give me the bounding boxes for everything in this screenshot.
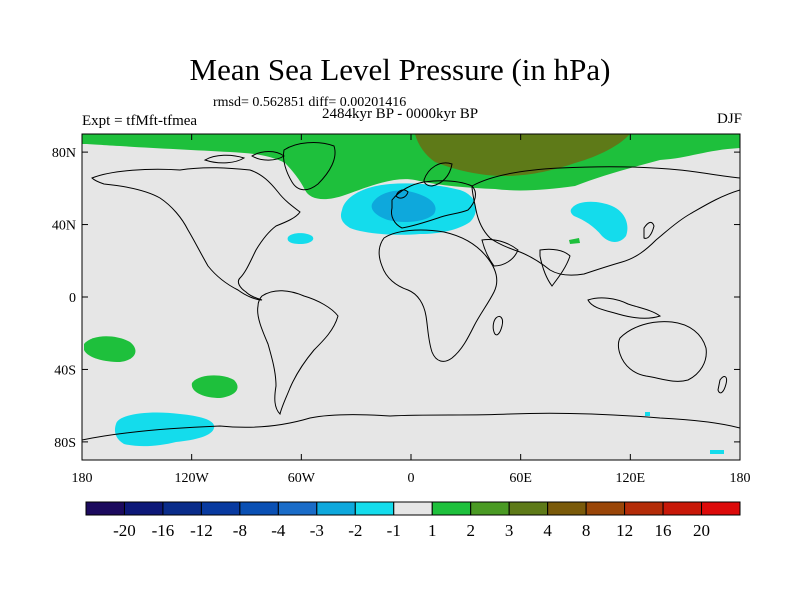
x-tick-label: 120W	[175, 471, 210, 486]
colorbar-swatch	[508, 501, 549, 516]
coast-indonesia	[587, 297, 662, 319]
coast-africa	[378, 229, 498, 362]
colorbar-label: 1	[428, 521, 437, 540]
colorbar-label: -8	[233, 521, 247, 540]
colorbar-label: 16	[655, 521, 672, 540]
coast-arabia	[481, 239, 519, 267]
x-axis: 180 120W 60W 0 60E 120E 180	[72, 134, 751, 486]
negative-anomaly-atlantic	[287, 233, 314, 244]
colorbar-label: 2	[466, 521, 475, 540]
coast-asia	[471, 166, 740, 276]
colorbar-swatch	[239, 501, 279, 516]
colorbar-label: -1	[387, 521, 401, 540]
x-tick-label: 0	[408, 471, 415, 486]
colorbar-swatch	[123, 501, 164, 516]
colorbar-swatch	[701, 501, 741, 516]
coast-scandinavia	[395, 162, 453, 199]
colorbar-swatch	[85, 501, 125, 516]
y-tick-label: 40N	[52, 219, 76, 234]
colorbar-label: 4	[543, 521, 552, 540]
map-title: Mean Sea Level Pressure (in hPa)	[189, 52, 611, 87]
colorbar: -20 -16 -12 -8 -4 -3 -2 -1 1 2 3 4 8 12 16 20	[85, 501, 741, 540]
colorbar-swatch	[547, 501, 587, 516]
colorbar-label: -20	[113, 521, 136, 540]
period-text: 2484kyr BP - 0000kyr BP	[321, 106, 479, 122]
coast-south-america	[257, 290, 339, 415]
colorbar-swatch	[316, 501, 356, 516]
colorbar-swatch	[162, 501, 202, 516]
colorbar-label: -4	[271, 521, 286, 540]
y-tick-label: 40S	[54, 363, 76, 378]
stats-text: rmsd= 0.562851 diff= 0.00201416	[213, 95, 407, 110]
colorbar-label: 20	[693, 521, 710, 540]
positive-anomaly-spacific-west	[84, 336, 136, 362]
y-tick-label: 80N	[52, 146, 76, 161]
y-tick-label: 0	[69, 291, 76, 306]
y-tick-label: 80S	[54, 436, 76, 451]
negative-anomaly-europe-core	[371, 190, 436, 222]
x-tick-label: 180	[72, 471, 93, 486]
x-tick-label: 60E	[509, 471, 532, 486]
negative-anomaly-asia	[570, 201, 628, 242]
coast-canada-islands	[203, 151, 285, 164]
negative-anomaly-small-1	[645, 412, 650, 416]
colorbar-label: -2	[348, 521, 362, 540]
experiment-label: Expt = tfMft-tfmea	[82, 113, 198, 129]
anomaly-fill-layer	[82, 134, 740, 454]
colorbar-label: 8	[582, 521, 591, 540]
map-background	[82, 134, 740, 460]
coast-australia	[618, 321, 707, 382]
x-tick-label: 60W	[288, 471, 316, 486]
positive-anomaly-spacific-east	[191, 375, 238, 398]
coast-greenland	[283, 142, 336, 191]
positive-anomaly-siberia	[415, 134, 630, 176]
coast-new-zealand	[717, 376, 727, 394]
colorbar-swatch	[277, 501, 318, 516]
x-tick-label: 180	[730, 471, 751, 486]
colorbar-swatch	[200, 501, 241, 516]
colorbar-label: -12	[190, 521, 213, 540]
colorbar-label: -3	[310, 521, 324, 540]
colorbar-swatch	[431, 501, 472, 516]
colorbar-swatch	[393, 501, 433, 516]
colorbar-swatch	[354, 501, 395, 516]
colorbar-swatch	[585, 501, 626, 516]
negative-anomaly-small-2	[710, 450, 724, 454]
coast-japan	[643, 221, 655, 239]
colorbar-label: 3	[505, 521, 514, 540]
coastline-layer	[82, 142, 740, 441]
positive-anomaly-china	[569, 238, 580, 244]
colorbar-label: -16	[152, 521, 175, 540]
coast-antarctica	[82, 412, 740, 441]
colorbar-swatch	[624, 501, 664, 516]
coast-north-america	[91, 167, 301, 301]
colorbar-swatch	[470, 501, 510, 516]
colorbar-label: 12	[616, 521, 633, 540]
coast-india	[539, 248, 571, 287]
season-label: DJF	[716, 111, 742, 127]
y-axis: 80N 40N 0 40S 80S	[52, 146, 740, 451]
colorbar-swatch	[662, 501, 703, 516]
coast-madagascar	[492, 315, 503, 336]
x-tick-label: 120E	[616, 471, 646, 486]
